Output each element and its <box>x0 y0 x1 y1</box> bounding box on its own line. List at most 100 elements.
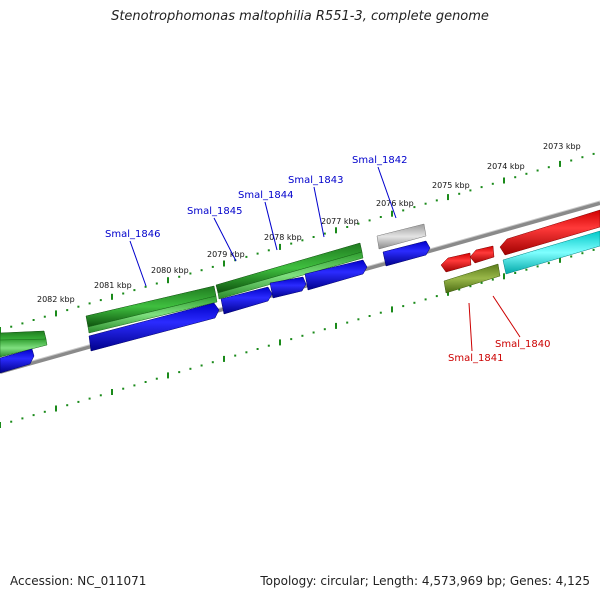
scale-tick-major <box>503 273 505 280</box>
gene-label-smal-1845[interactable]: Smal_1845 <box>187 206 242 217</box>
scale-tick-major <box>391 306 393 313</box>
scale-label: 2082 kbp <box>37 295 75 304</box>
scale-tick-minor <box>402 305 405 308</box>
scale-tick-minor <box>435 199 438 202</box>
gene-feature-green[interactable] <box>217 251 364 300</box>
scale-tick-major <box>111 293 113 300</box>
gene-feature-green[interactable] <box>87 295 218 334</box>
scale-tick-minor <box>200 364 203 367</box>
gene-feature-blue[interactable] <box>382 240 431 267</box>
scale-tick-minor <box>155 377 158 380</box>
scale-tick-major <box>335 227 337 234</box>
gene-features <box>0 209 600 374</box>
gene-feature-olive[interactable] <box>443 263 501 294</box>
gene-feature-red[interactable] <box>440 252 472 273</box>
scale-tick-minor <box>491 278 494 281</box>
scale-tick-minor <box>178 371 181 374</box>
scale-label: 2078 kbp <box>264 233 302 242</box>
scale-tick-major <box>279 339 281 346</box>
scale-tick-major <box>223 260 225 267</box>
scale-tick-major <box>335 322 337 329</box>
gene-feature-green[interactable] <box>0 338 48 358</box>
scale-tick-major <box>167 372 169 379</box>
gene-leader-lines <box>129 166 521 352</box>
scale-tick-minor <box>581 156 584 159</box>
scale-label: 2074 kbp <box>487 162 525 171</box>
scale-tick-minor <box>379 216 382 218</box>
scale-tick-minor <box>245 255 248 258</box>
scale-tick-minor <box>413 206 416 209</box>
scale-tick-minor <box>301 239 304 242</box>
gene-feature-red[interactable] <box>469 245 495 264</box>
gene-feature-blue[interactable] <box>304 259 368 291</box>
scale-tick-minor <box>267 344 270 347</box>
scale-tick-minor <box>592 152 595 155</box>
scale-label: 2079 kbp <box>207 250 245 259</box>
scale-tick-minor <box>10 325 13 328</box>
gene-feature-blue[interactable] <box>0 348 35 374</box>
scale-tick-minor <box>547 166 550 169</box>
scale-label: 2081 kbp <box>94 281 132 290</box>
scale-label: 2073 kbp <box>543 142 581 151</box>
scale-tick-minor <box>458 192 461 195</box>
scale-tick-minor <box>66 309 69 312</box>
scale-ticks-upper <box>0 152 595 333</box>
scale-tick-minor <box>547 262 550 265</box>
gene-label-smal-1843[interactable]: Smal_1843 <box>288 175 343 186</box>
scale-label: 2076 kbp <box>376 199 414 208</box>
scale-tick-minor <box>43 410 46 413</box>
scale-tick-minor <box>144 285 147 288</box>
scale-tick-major <box>503 177 505 184</box>
scale-tick-minor <box>368 219 371 222</box>
scale-tick-minor <box>480 281 483 284</box>
scale-tick-minor <box>424 202 427 205</box>
scale-tick-major <box>111 389 113 395</box>
scale-tick-minor <box>514 272 517 274</box>
scale-tick-minor <box>144 381 147 383</box>
scale-tick-minor <box>256 348 259 350</box>
gene-feature-cyan[interactable] <box>502 230 600 275</box>
scale-tick-minor <box>379 311 382 314</box>
scale-tick-minor <box>536 169 539 172</box>
gene-label-smal-1840[interactable]: Smal_1840 <box>495 339 550 350</box>
scale-tick-major <box>55 405 57 412</box>
gene-label-smal-1842[interactable]: Smal_1842 <box>352 155 407 166</box>
gene-feature-blue[interactable] <box>88 302 220 352</box>
scale-tick-major <box>391 210 393 217</box>
scale-tick-major <box>55 310 57 317</box>
scale-label: 2077 kbp <box>321 217 359 226</box>
gene-label-smal-1844[interactable]: Smal_1844 <box>238 190 293 201</box>
scale-tick-minor <box>525 172 528 175</box>
gene-feature-blue[interactable] <box>220 286 273 315</box>
accession-text: Accession: NC_011071 <box>10 574 147 588</box>
scale-tick-minor <box>581 252 584 255</box>
gene-feature-gray[interactable] <box>376 223 427 250</box>
scale-tick-minor <box>301 334 304 337</box>
scale-tick-minor <box>368 315 371 317</box>
scale-tick-minor <box>346 321 349 324</box>
gene-feature-red[interactable] <box>499 209 600 256</box>
gene-feature-blue[interactable] <box>269 276 307 299</box>
scale-tick-major <box>279 243 281 250</box>
genome-summary-text: Topology: circular; Length: 4,573,969 bp… <box>260 574 590 588</box>
scale-tick-minor <box>267 249 270 252</box>
scale-tick-minor <box>66 404 69 407</box>
scale-tick-minor <box>536 265 539 268</box>
scale-tick-minor <box>312 331 315 334</box>
scale-tick-minor <box>312 236 315 238</box>
gene-label-smal-1846[interactable]: Smal_1846 <box>105 229 160 240</box>
scale-tick-minor <box>469 189 472 192</box>
scale-label: 2080 kbp <box>151 266 189 275</box>
scale-label: 2075 kbp <box>432 181 470 190</box>
scale-tick-major <box>0 422 1 428</box>
scale-tick-minor <box>189 272 192 275</box>
scale-tick-minor <box>525 268 528 271</box>
scale-tick-minor <box>323 232 326 235</box>
scale-tick-minor <box>77 305 80 308</box>
scale-tick-minor <box>99 299 102 302</box>
scale-tick-minor <box>346 226 349 228</box>
gene-label-smal-1841[interactable]: Smal_1841 <box>448 353 503 364</box>
scale-tick-minor <box>43 315 46 318</box>
